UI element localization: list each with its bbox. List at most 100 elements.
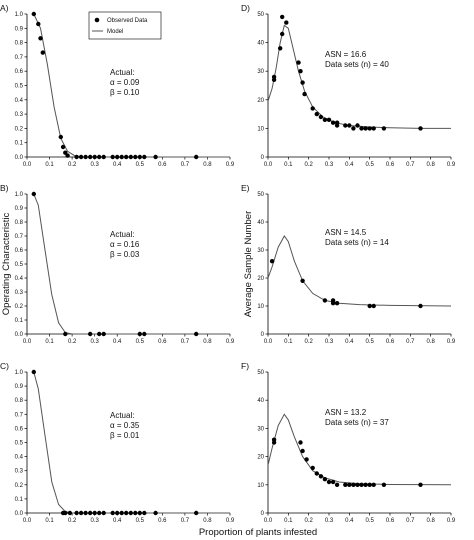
- panel-f: F) 0.0 0.1 0.2 0.3 0.4 0.5 0.6 0.7 0.8 0.9 0 10 20 30 4…: [241, 361, 456, 524]
- y-tick-label: 0: [261, 155, 265, 161]
- observed-point: [355, 123, 360, 128]
- x-tick-label: 0.6: [158, 339, 167, 345]
- x-tick-label: 0.7: [406, 518, 415, 524]
- y-tick-label: 0: [261, 511, 265, 517]
- x-tick-label: 0.4: [113, 518, 122, 524]
- x-tick-label: 0.8: [426, 518, 435, 524]
- observed-point: [418, 482, 423, 487]
- observed-point: [298, 440, 303, 445]
- x-tick-label: 0.0: [264, 339, 273, 345]
- x-tick-label: 0.6: [158, 518, 167, 524]
- observed-point: [418, 126, 423, 131]
- x-tick-label: 0.5: [365, 162, 374, 168]
- x-tick-label: 0.4: [345, 339, 354, 345]
- legend-box: [88, 11, 162, 40]
- y-tick-label: 0.7: [15, 55, 24, 61]
- observed-point: [302, 91, 307, 97]
- observed-point: [38, 36, 43, 41]
- observed-point: [153, 154, 158, 160]
- observed-point: [58, 134, 63, 140]
- observed-point: [124, 510, 129, 516]
- panel-annotation: α = 0.09: [110, 78, 140, 87]
- y-tick-label: 0.5: [15, 262, 24, 268]
- y-tick-label: 40: [257, 220, 264, 226]
- y-tick-label: 0.1: [15, 141, 24, 147]
- panel-annotation: Data sets (n) = 14: [325, 238, 389, 247]
- panel-label: D): [241, 3, 250, 13]
- observed-point: [110, 510, 115, 516]
- y-tick-label: 0.8: [15, 220, 24, 226]
- observed-point: [280, 31, 285, 37]
- y-tick-label: 0.1: [15, 497, 24, 503]
- x-tick-label: 0.9: [226, 518, 235, 524]
- x-axis-label: Proportion of plants infested: [199, 527, 317, 538]
- panel-annotation: Actual:: [110, 411, 134, 420]
- observed-point: [300, 80, 305, 85]
- x-tick-label: 0.3: [325, 518, 334, 524]
- observed-point: [92, 154, 97, 160]
- panel-annotation: Actual:: [110, 230, 134, 239]
- observed-point: [330, 298, 336, 303]
- observed-point: [371, 482, 376, 487]
- observed-point: [351, 482, 356, 487]
- observed-point: [63, 510, 68, 516]
- x-tick-label: 0.7: [181, 339, 190, 345]
- panel-label: A): [0, 3, 9, 13]
- observed-point: [310, 106, 315, 111]
- observed-point: [67, 510, 73, 516]
- observed-point: [271, 437, 277, 442]
- observed-point: [351, 126, 356, 131]
- observed-point: [194, 331, 199, 337]
- observed-point: [153, 510, 158, 516]
- observed-point: [88, 331, 93, 337]
- observed-point: [137, 331, 142, 337]
- observed-point: [92, 510, 97, 516]
- observed-point: [371, 303, 376, 309]
- observed-point: [101, 331, 106, 337]
- x-tick-label: 0.5: [136, 518, 145, 524]
- x-tick-label: 0.8: [203, 518, 212, 524]
- observed-point: [78, 154, 84, 160]
- observed-point: [300, 278, 305, 283]
- observed-point: [359, 126, 364, 131]
- x-tick-label: 0.1: [284, 162, 293, 168]
- y-tick-label: 40: [257, 398, 264, 404]
- observed-point: [296, 60, 301, 65]
- panel-annotation: Data sets (n) = 40: [325, 60, 389, 69]
- observed-point: [110, 154, 115, 160]
- observed-point: [300, 448, 305, 454]
- observed-point: [65, 153, 70, 158]
- x-tick-label: 0.8: [426, 162, 435, 168]
- panel-annotation: α = 0.16: [110, 240, 140, 249]
- legend-model-label: Model: [107, 29, 123, 35]
- y-tick-label: 10: [257, 483, 264, 489]
- observed-point: [119, 154, 124, 160]
- observed-point: [330, 479, 336, 485]
- x-tick-label: 0.4: [113, 339, 122, 345]
- observed-point: [142, 154, 147, 160]
- observed-point: [278, 46, 283, 51]
- y-tick-label: 30: [257, 69, 264, 75]
- observed-point: [318, 474, 324, 479]
- x-tick-label: 0.0: [23, 339, 32, 345]
- y-tick-label: 0.3: [15, 469, 24, 475]
- y-tick-label: 0.8: [15, 41, 24, 47]
- observed-point: [83, 154, 88, 160]
- observed-point: [322, 477, 328, 482]
- x-tick-label: 0.1: [45, 162, 54, 168]
- observed-point: [119, 510, 124, 516]
- y-tick-label: 0.5: [15, 84, 24, 90]
- panel-annotation: β = 0.01: [110, 431, 140, 440]
- observed-point: [271, 74, 277, 80]
- observed-point: [418, 303, 423, 309]
- x-tick-label: 0.0: [264, 162, 273, 168]
- observed-point: [326, 479, 332, 485]
- observed-point: [371, 126, 376, 131]
- x-tick-label: 0.4: [345, 162, 354, 168]
- y-tick-label: 0.9: [15, 206, 24, 212]
- observed-point: [31, 11, 36, 17]
- y-tick-label: 0.9: [15, 384, 24, 390]
- observed-point: [60, 144, 66, 150]
- observed-point: [88, 154, 93, 160]
- observed-point: [326, 117, 332, 123]
